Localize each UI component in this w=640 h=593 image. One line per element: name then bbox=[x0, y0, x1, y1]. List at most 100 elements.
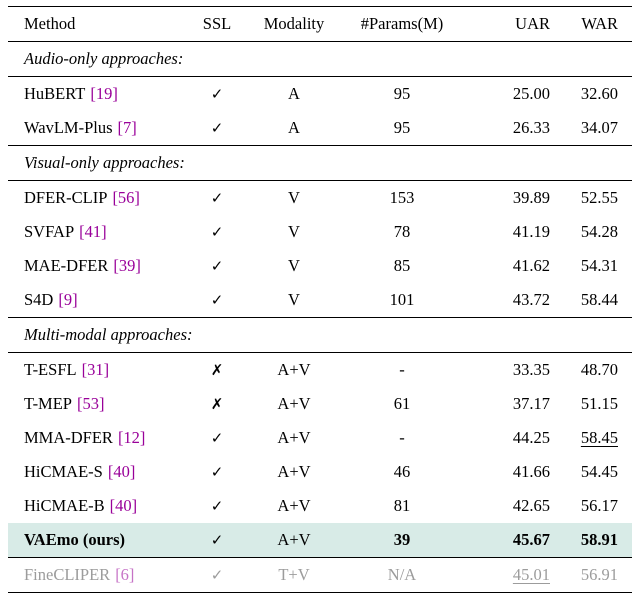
citation-link[interactable]: [12] bbox=[117, 428, 146, 447]
war-cell: 54.28 bbox=[580, 222, 618, 241]
table-row-mae-dfer: MAE-DFER [39] ✓ V 85 41.62 54.31 bbox=[8, 249, 632, 283]
method-name: SVFAP bbox=[24, 222, 75, 241]
section-row-visual: Visual-only approaches: bbox=[8, 145, 632, 181]
table-row-dfer-clip: DFER-CLIP [56] ✓ V 153 39.89 52.55 bbox=[8, 181, 632, 216]
method-cell: HiCMAE-S [40] bbox=[8, 455, 188, 489]
war-cell: 58.91 bbox=[580, 530, 618, 549]
citation-link[interactable]: [19] bbox=[90, 84, 118, 103]
params-cell: 39 bbox=[393, 530, 411, 549]
modality-cell: A+V bbox=[277, 428, 311, 447]
section-label: Audio-only approaches: bbox=[24, 49, 184, 68]
uar-value-underlined: 45.01 bbox=[512, 565, 550, 584]
war-cell: 58.45 bbox=[554, 421, 632, 455]
ssl-cell: ✓ bbox=[210, 566, 224, 584]
params-cell: 46 bbox=[393, 462, 411, 481]
col-header-modality: Modality bbox=[263, 14, 325, 33]
col-header-war: WAR bbox=[581, 14, 618, 33]
citation-link[interactable]: [31] bbox=[81, 360, 110, 379]
params-cell: - bbox=[399, 428, 405, 447]
col-header-params: #Params(M) bbox=[360, 14, 444, 33]
modality-cell: A+V bbox=[277, 360, 311, 379]
ssl-cell: ✓ bbox=[210, 429, 224, 447]
war-cell: 48.70 bbox=[580, 360, 618, 379]
method-name: DFER-CLIP bbox=[24, 188, 108, 207]
citation-link[interactable]: [40] bbox=[109, 496, 138, 515]
war-value-underlined: 58.45 bbox=[580, 428, 618, 447]
modality-cell: V bbox=[288, 256, 300, 275]
results-table: Method SSL Modality #Params(M) UAR WAR A… bbox=[8, 6, 632, 593]
col-header-uar: UAR bbox=[515, 14, 550, 33]
ssl-cell: ✓ bbox=[210, 119, 224, 137]
modality-cell: A bbox=[288, 118, 300, 137]
method-name: FineCLIPER bbox=[24, 565, 111, 584]
uar-cell: 42.65 bbox=[512, 496, 550, 515]
ssl-cell: ✓ bbox=[210, 531, 224, 549]
params-cell: 95 bbox=[393, 118, 411, 137]
ssl-cell: ✓ bbox=[210, 189, 224, 207]
ssl-cell: ✗ bbox=[210, 361, 224, 379]
war-cell: 56.17 bbox=[580, 496, 618, 515]
war-cell: 56.91 bbox=[580, 565, 618, 584]
war-cell: 34.07 bbox=[580, 118, 618, 137]
method-name: HuBERT bbox=[24, 84, 86, 103]
modality-cell: V bbox=[288, 290, 300, 309]
method-name: MMA-DFER bbox=[24, 428, 113, 447]
modality-cell: A+V bbox=[277, 394, 311, 413]
war-cell: 54.45 bbox=[580, 462, 618, 481]
modality-cell: V bbox=[288, 222, 300, 241]
uar-cell: 39.89 bbox=[512, 188, 550, 207]
ssl-cell: ✓ bbox=[210, 85, 224, 103]
params-cell: - bbox=[399, 360, 405, 379]
table-row-hicmae-b: HiCMAE-B [40] ✓ A+V 81 42.65 56.17 bbox=[8, 489, 632, 523]
params-cell: N/A bbox=[387, 565, 417, 584]
citation-link[interactable]: [53] bbox=[77, 394, 105, 413]
table-row-t-mep: T-MEP [53] ✗ A+V 61 37.17 51.15 bbox=[8, 387, 632, 421]
citation-link[interactable]: [7] bbox=[117, 118, 137, 137]
citation-link[interactable]: [41] bbox=[79, 222, 107, 241]
modality-cell: A+V bbox=[277, 496, 311, 515]
war-cell: 54.31 bbox=[580, 256, 618, 275]
citation-link[interactable]: [40] bbox=[107, 462, 136, 481]
method-cell: FineCLIPER [6] bbox=[8, 558, 188, 593]
uar-cell: 43.72 bbox=[512, 290, 550, 309]
modality-cell: V bbox=[288, 188, 300, 207]
method-cell: VAEmo (ours) bbox=[8, 523, 188, 558]
section-label: Multi-modal approaches: bbox=[24, 325, 193, 344]
ssl-cell: ✗ bbox=[210, 395, 224, 413]
citation-link[interactable]: [39] bbox=[113, 256, 141, 275]
table-row-s4d: S4D [9] ✓ V 101 43.72 58.44 bbox=[8, 283, 632, 318]
ssl-cell: ✓ bbox=[210, 463, 224, 481]
citation-link[interactable]: [56] bbox=[112, 188, 140, 207]
modality-cell: T+V bbox=[278, 565, 310, 584]
params-cell: 101 bbox=[389, 290, 415, 309]
section-row-audio: Audio-only approaches: bbox=[8, 41, 632, 77]
section-row-multimodal: Multi-modal approaches: bbox=[8, 317, 632, 353]
modality-cell: A+V bbox=[277, 462, 311, 481]
method-name: WavLM-Plus bbox=[24, 118, 113, 137]
table-row-wavlm-plus: WavLM-Plus [7] ✓ A 95 26.33 34.07 bbox=[8, 111, 632, 146]
table-row-svfap: SVFAP [41] ✓ V 78 41.19 54.28 bbox=[8, 215, 632, 249]
params-cell: 153 bbox=[389, 188, 415, 207]
method-cell: T-MEP [53] bbox=[8, 387, 188, 421]
ssl-cell: ✓ bbox=[210, 223, 224, 241]
header-row: Method SSL Modality #Params(M) UAR WAR bbox=[8, 6, 632, 42]
uar-cell: 45.01 bbox=[462, 558, 554, 593]
table-row-hubert: HuBERT [19] ✓ A 95 25.00 32.60 bbox=[8, 77, 632, 112]
citation-link[interactable]: [6] bbox=[115, 565, 135, 584]
citation-link[interactable]: [9] bbox=[58, 290, 78, 309]
params-cell: 85 bbox=[393, 256, 411, 275]
uar-cell: 25.00 bbox=[512, 84, 550, 103]
method-name: HiCMAE-S bbox=[24, 462, 103, 481]
uar-cell: 26.33 bbox=[512, 118, 550, 137]
params-cell: 81 bbox=[393, 496, 411, 515]
method-cell: DFER-CLIP [56] bbox=[8, 181, 188, 216]
params-cell: 78 bbox=[393, 222, 411, 241]
method-cell: MMA-DFER [12] bbox=[8, 421, 188, 455]
table-row-t-esfl: T-ESFL [31] ✗ A+V - 33.35 48.70 bbox=[8, 353, 632, 388]
modality-cell: A bbox=[288, 84, 300, 103]
method-name: VAEmo (ours) bbox=[24, 530, 125, 549]
modality-cell: A+V bbox=[277, 530, 311, 549]
uar-cell: 37.17 bbox=[512, 394, 550, 413]
method-name: T-MEP bbox=[24, 394, 72, 413]
method-name: MAE-DFER bbox=[24, 256, 109, 275]
